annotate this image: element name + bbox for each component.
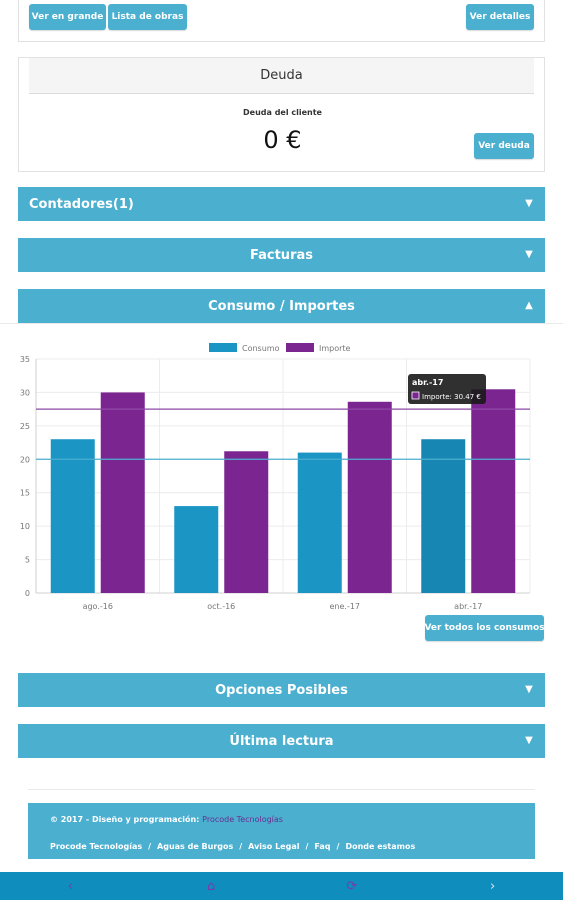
- x-tick-label: oct.-16: [207, 602, 235, 611]
- ver-detalles-button[interactable]: Ver detalles: [466, 4, 534, 30]
- lista-de-obras-button[interactable]: Lista de obras: [108, 4, 187, 30]
- footer: © 2017 - Diseño y programación: Procode …: [28, 803, 535, 859]
- y-tick-label: 0: [25, 589, 30, 598]
- refresh-icon[interactable]: ⟳: [346, 878, 358, 894]
- footer-separator: /: [305, 842, 309, 851]
- bar-consumo: [421, 439, 466, 593]
- bar-consumo: [174, 506, 219, 593]
- ver-todos-consumos-button[interactable]: Ver todos los consumos: [424, 615, 545, 641]
- bar-importe: [471, 389, 516, 593]
- tooltip-swatch: [411, 391, 420, 400]
- footer-links: Procode Tecnologías / Aguas de Burgos / …: [50, 842, 415, 851]
- y-tick-label: 15: [20, 489, 30, 498]
- panel-divider: [0, 323, 563, 324]
- panel-facturas-title: Facturas: [250, 247, 313, 263]
- x-tick-label: ene.-17: [329, 602, 360, 611]
- y-tick-label: 25: [20, 422, 30, 431]
- panel-consumo-title: Consumo / Importes: [208, 298, 355, 314]
- panel-opciones[interactable]: Opciones Posibles ▼: [18, 673, 545, 707]
- y-tick-label: 35: [20, 355, 30, 364]
- debt-title: Deuda: [29, 58, 534, 94]
- chevron-down-icon: ▼: [525, 683, 533, 695]
- panel-opciones-title: Opciones Posibles: [215, 682, 348, 698]
- panel-contadores[interactable]: Contadores(1) ▼: [18, 187, 545, 221]
- footer-link[interactable]: Aviso Legal: [248, 842, 300, 851]
- footer-separator: /: [239, 842, 243, 851]
- bar-importe: [224, 451, 269, 593]
- footer-link[interactable]: Aguas de Burgos: [157, 842, 234, 851]
- footer-link[interactable]: Faq: [314, 842, 331, 851]
- legend-label: Consumo: [242, 344, 280, 353]
- consumo-chart: Consumo Importe 0 5 10 15 20 25 30 35 ago.-16 oct.-…: [10, 334, 553, 614]
- chevron-up-icon: ▲: [525, 299, 533, 311]
- debt-amount: 0 €: [263, 126, 302, 154]
- legend-label: Importe: [319, 344, 351, 353]
- legend-swatch: [209, 343, 237, 352]
- chevron-down-icon: ▼: [525, 248, 533, 260]
- bar-importe: [100, 392, 145, 593]
- y-tick-label: 20: [20, 455, 30, 464]
- panel-ultima-lectura[interactable]: Última lectura ▼: [18, 724, 545, 758]
- back-icon[interactable]: ‹: [67, 878, 73, 894]
- panel-ultima-lectura-title: Última lectura: [229, 733, 334, 749]
- chevron-down-icon: ▼: [525, 734, 533, 746]
- ver-deuda-button[interactable]: Ver deuda: [474, 133, 534, 159]
- x-tick-label: ago.-16: [83, 602, 113, 611]
- footer-brand-link[interactable]: Procode Tecnologías: [202, 815, 283, 824]
- tooltip-value: Importe: 30.47 €: [422, 393, 481, 401]
- footer-link[interactable]: Procode Tecnologías: [50, 842, 143, 851]
- x-tick-label: abr.-17: [454, 602, 482, 611]
- bar-consumo: [50, 439, 95, 593]
- bottom-nav-bar: ‹ ⌂ ⟳ ›: [0, 872, 563, 900]
- footer-copyright-text: © 2017 - Diseño y programación:: [50, 815, 200, 824]
- footer-link[interactable]: Donde estamos: [345, 842, 416, 851]
- chart-svg: Consumo Importe 0 5 10 15 20 25 30 35 ago.-16 oct.-…: [20, 343, 531, 611]
- debt-card: Deuda Deuda del cliente 0 €: [18, 57, 545, 172]
- y-tick-label: 10: [20, 522, 30, 531]
- bar-consumo: [297, 452, 342, 593]
- panel-consumo[interactable]: Consumo / Importes ▲: [18, 289, 545, 323]
- y-tick-label: 30: [20, 388, 30, 397]
- home-icon[interactable]: ⌂: [206, 878, 216, 894]
- footer-divider: [28, 789, 535, 790]
- footer-copyright: © 2017 - Diseño y programación: Procode …: [50, 815, 283, 824]
- forward-icon[interactable]: ›: [490, 878, 496, 894]
- y-tick-label: 5: [25, 556, 30, 565]
- footer-separator: /: [148, 842, 152, 851]
- footer-separator: /: [336, 842, 340, 851]
- legend-swatch: [286, 343, 314, 352]
- tooltip-title: abr.-17: [412, 378, 443, 387]
- tooltip-box: [408, 374, 486, 404]
- panel-facturas[interactable]: Facturas ▼: [18, 238, 545, 272]
- chevron-down-icon: ▼: [525, 197, 533, 209]
- ver-en-grande-button[interactable]: Ver en grande: [29, 4, 106, 30]
- panel-contadores-title: Contadores(1): [29, 196, 134, 212]
- bar-importe: [347, 401, 392, 593]
- debt-label: Deuda del cliente: [243, 108, 322, 117]
